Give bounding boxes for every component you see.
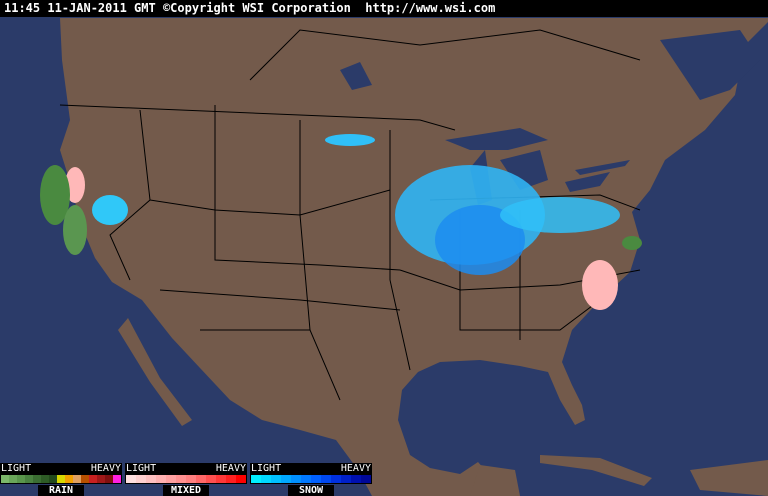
legend-swatch	[73, 475, 81, 483]
legend-snow: LIGHT HEAVY SNOW	[250, 463, 372, 496]
legend-label: SNOW	[288, 485, 334, 496]
url: http://www.wsi.com	[365, 1, 496, 15]
legend-swatch	[216, 475, 226, 483]
legend-swatch	[57, 475, 65, 483]
legend-color-bar	[125, 474, 247, 484]
legend-swatch	[136, 475, 146, 483]
legend-mixed: LIGHT HEAVY MIXED	[125, 463, 247, 496]
legend-swatch	[206, 475, 216, 483]
map-header: 11:45 11-JAN-2011 GMT ©Copyright WSI Cor…	[0, 0, 768, 17]
legend-swatch	[321, 475, 331, 483]
legend-swatch	[301, 475, 311, 483]
legend-swatch	[271, 475, 281, 483]
legend-swatch	[146, 475, 156, 483]
legend-light: LIGHT	[126, 463, 157, 474]
legend-swatch	[33, 475, 41, 483]
legend-swatch	[196, 475, 206, 483]
land-baja	[118, 318, 192, 426]
legend-label: RAIN	[38, 485, 84, 496]
legend-swatch	[251, 475, 261, 483]
legend-swatch	[176, 475, 186, 483]
legend-swatch	[81, 475, 89, 483]
legend-swatch	[291, 475, 301, 483]
legend-swatch	[331, 475, 341, 483]
legend-heavy: HEAVY	[340, 463, 371, 474]
legend-swatch	[9, 475, 17, 483]
precip-rain	[40, 165, 642, 255]
legend-swatch	[351, 475, 361, 483]
legend-swatch	[113, 475, 121, 483]
land-greater-antilles	[690, 460, 768, 496]
legend-light: LIGHT	[1, 463, 32, 474]
precip-mixed	[65, 167, 618, 310]
legend-swatch	[49, 475, 57, 483]
copyright: ©Copyright WSI Corporation	[162, 1, 351, 15]
legend-swatch	[41, 475, 49, 483]
legend-swatch	[226, 475, 236, 483]
land-yucatan	[470, 465, 520, 496]
legend-swatch	[25, 475, 33, 483]
legend-swatch	[166, 475, 176, 483]
legend-swatch	[361, 475, 371, 483]
precip-snow	[92, 134, 620, 275]
legend-swatch	[17, 475, 25, 483]
land-north-america	[60, 18, 768, 496]
legend-swatch	[341, 475, 351, 483]
legend-color-bar	[0, 474, 122, 484]
legend-rain: LIGHT HEAVY RAIN	[0, 463, 122, 496]
legend-swatch	[281, 475, 291, 483]
legend-swatch	[156, 475, 166, 483]
legend-label: MIXED	[163, 485, 209, 496]
legend-color-bar	[250, 474, 372, 484]
state-borders	[59, 29, 641, 401]
legend-heavy: HEAVY	[215, 463, 246, 474]
legend-swatch	[186, 475, 196, 483]
legend-light: LIGHT	[251, 463, 282, 474]
legend-swatch	[97, 475, 105, 483]
legend-swatch	[236, 475, 246, 483]
legend-swatch	[65, 475, 73, 483]
timestamp: 11:45 11-JAN-2011 GMT	[4, 1, 156, 15]
land-cuba	[540, 455, 652, 486]
legend-swatch	[89, 475, 97, 483]
legend-swatch	[311, 475, 321, 483]
legend-swatch	[1, 475, 9, 483]
legend-swatch	[105, 475, 113, 483]
legend-heavy: HEAVY	[90, 463, 121, 474]
legend-swatch	[261, 475, 271, 483]
legend-swatch	[126, 475, 136, 483]
